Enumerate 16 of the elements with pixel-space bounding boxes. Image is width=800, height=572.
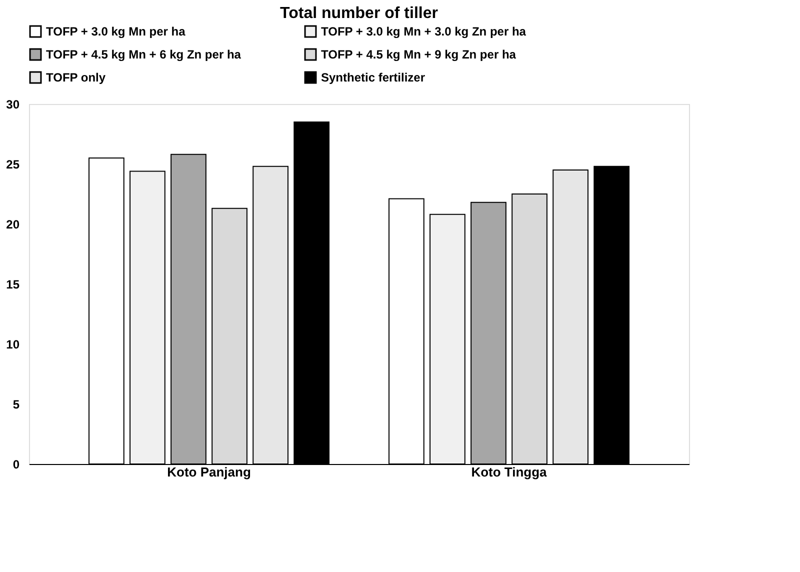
legend-label: TOFP + 3.0 kg Mn per ha bbox=[46, 24, 186, 39]
legend-label: TOFP + 4.5 kg Mn + 6 kg Zn per ha bbox=[46, 48, 242, 62]
y-tick-label: 0 bbox=[12, 458, 20, 472]
y-tick-label: 5 bbox=[12, 398, 20, 412]
y-tick-label: 15 bbox=[6, 278, 20, 292]
y-tick-label: 10 bbox=[6, 338, 20, 352]
chart-title: Total number of tiller bbox=[280, 5, 438, 22]
legend-label: TOFP + 4.5 kg Mn + 9 kg Zn per ha bbox=[321, 48, 516, 62]
x-tick-label: Koto Panjang bbox=[167, 464, 251, 480]
y-tick-label: 25 bbox=[6, 158, 20, 172]
legend-label: Synthetic fertilizer bbox=[321, 70, 426, 84]
y-tick-label: 30 bbox=[6, 98, 20, 112]
x-tick-label: Koto Tingga bbox=[471, 464, 548, 480]
legend-label: TOFP only bbox=[46, 70, 106, 84]
legend-label: TOFP + 3.0 kg Mn + 3.0 kg Zn per ha bbox=[321, 24, 526, 39]
y-tick-label: 20 bbox=[6, 218, 20, 232]
